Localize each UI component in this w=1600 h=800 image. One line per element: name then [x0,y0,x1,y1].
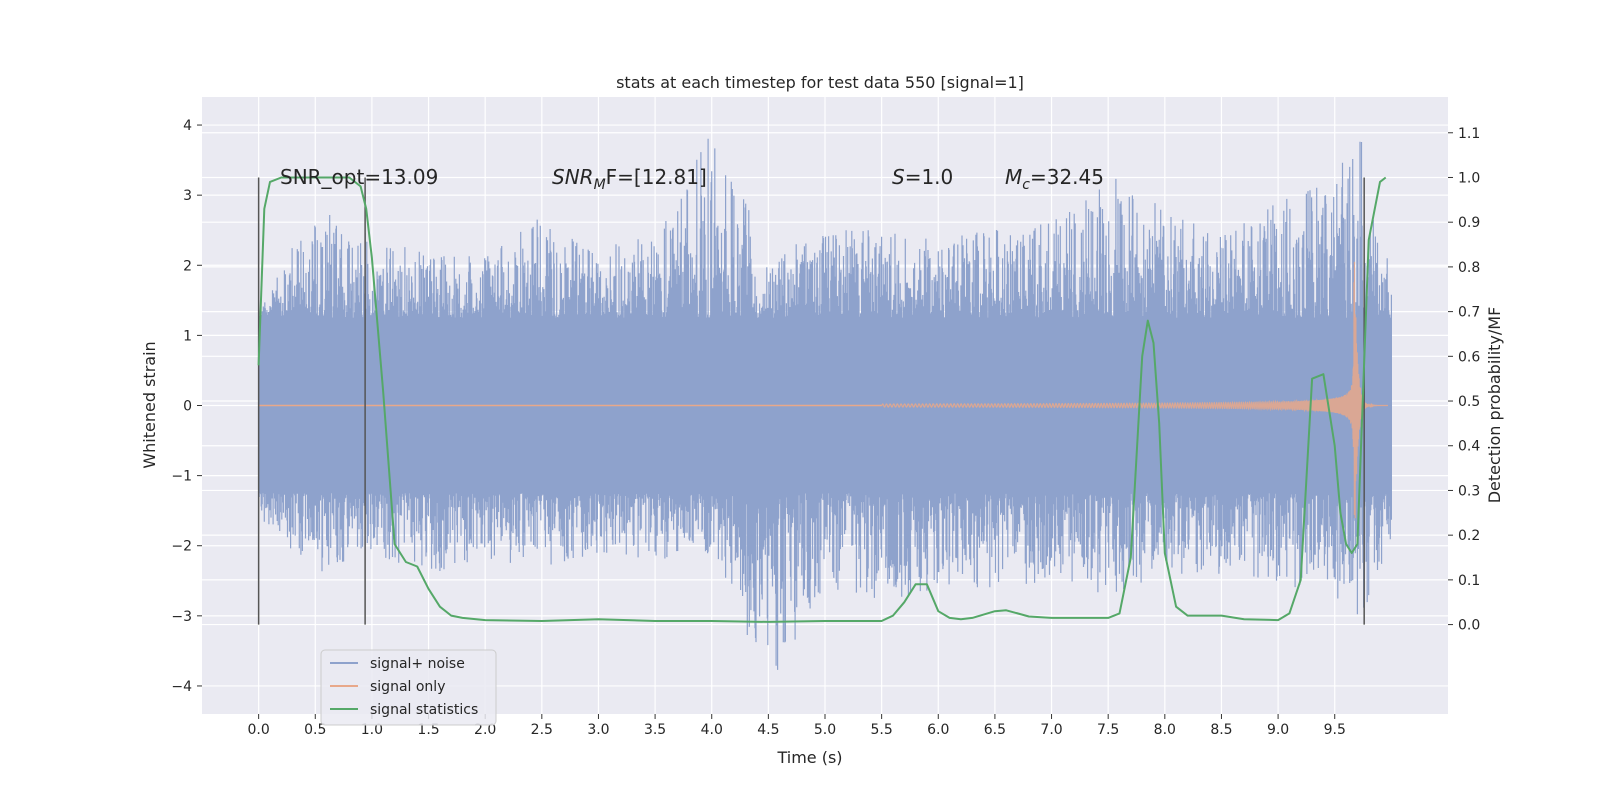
x-tick-label: 5.0 [814,722,836,738]
series-signal-statistics [257,176,1387,623]
mc-variable: M [1005,165,1022,189]
x-tick-label: 3.5 [644,722,666,738]
right-y-tick-label: 0.3 [1458,483,1480,499]
snr-mf-suffix: F=[12.81] [606,165,707,189]
legend-label-signal-only: signal only [370,679,445,695]
right-y-tick-label: 0.8 [1458,260,1480,276]
x-axis-title: Time (s) [776,748,842,767]
right-y-tick-label: 0.6 [1458,349,1480,365]
right-y-tick-label: 0.9 [1458,215,1480,231]
signal-only-chirp [881,261,1388,519]
x-tick-label: 8.0 [1154,722,1176,738]
s-variable: S [892,165,905,189]
x-tick-label: 7.5 [1097,722,1119,738]
left-y-tick-label: −3 [171,609,192,625]
right-y-tick-label: 0.5 [1458,394,1480,410]
chart-title: stats at each timestep for test data 550… [616,73,1024,92]
left-y-tick-label: 3 [183,188,192,204]
left-y-tick-label: 2 [183,258,192,274]
snr-mf-prefix: SNR [552,165,594,189]
left-y-tick-label: −1 [171,469,192,485]
legend-label-signal-statistics: signal statistics [370,702,478,718]
x-tick-label: 0.5 [304,722,326,738]
legend-label-signal-noise: signal+ noise [370,656,465,672]
x-axis-ticks: 0.0 0.5 1.0 1.5 2.0 2.5 3.0 3.5 4.0 4.5 5.0 5.5 6.0 6… [248,714,1346,738]
legend: signal+ noise signal only signal statist… [320,649,497,726]
left-y-tick-label: −4 [171,679,192,695]
mc-value: =32.45 [1030,165,1104,189]
x-tick-label: 1.0 [361,722,383,738]
annotation-mc: Mc=32.45 [1005,165,1104,193]
x-tick-label: 8.5 [1210,722,1232,738]
right-y-tick-label: 0.0 [1458,618,1480,634]
annotation-snr-opt: SNR_opt=13.09 [280,165,438,189]
legend-box [320,649,497,726]
x-tick-label: 7.0 [1040,722,1062,738]
snr-mf-subscript: M [594,177,606,193]
annotation-snr-mf: SNRMF=[12.81] [552,165,707,193]
right-y-tick-label: 0.4 [1458,439,1480,455]
right-y-tick-label: 1.0 [1458,170,1480,186]
left-y-axis-ticks: 4 3 2 1 0 −1 −2 −3 −4 [171,118,202,695]
s-value: =1.0 [905,165,954,189]
left-y-tick-label: 0 [183,399,192,415]
x-tick-label: 3.0 [587,722,609,738]
right-y-tick-label: 1.1 [1458,126,1480,142]
left-y-tick-label: 1 [183,328,192,344]
x-tick-label: 4.5 [757,722,779,738]
mc-subscript: c [1022,177,1030,193]
left-y-tick-label: −2 [171,539,192,555]
left-y-axis-title: Whitened strain [140,341,159,468]
x-tick-label: 9.5 [1324,722,1346,738]
right-y-tick-label: 0.2 [1458,528,1480,544]
series-signal-only [258,261,1388,519]
x-tick-label: 2.5 [531,722,553,738]
x-tick-label: 2.0 [474,722,496,738]
left-y-tick-label: 4 [183,118,192,134]
right-y-axis-title: Detection probability/MF [1485,307,1504,504]
x-tick-label: 4.0 [701,722,723,738]
x-tick-label: 6.0 [927,722,949,738]
x-tick-label: 1.5 [417,722,439,738]
right-y-tick-label: 0.1 [1458,573,1480,589]
detection-vertical-lines [257,177,1365,625]
x-tick-label: 0.0 [248,722,270,738]
statistics-line [257,176,1387,623]
annotation-s: S=1.0 [892,165,953,189]
x-tick-label: 9.0 [1267,722,1289,738]
right-y-axis-ticks: 1.1 1.0 0.9 0.8 0.7 0.6 0.5 0.4 0.3 0.2 0.1 0.0 [1448,126,1480,634]
x-tick-label: 6.5 [984,722,1006,738]
x-tick-label: 5.5 [871,722,893,738]
right-y-tick-label: 0.7 [1458,305,1480,321]
